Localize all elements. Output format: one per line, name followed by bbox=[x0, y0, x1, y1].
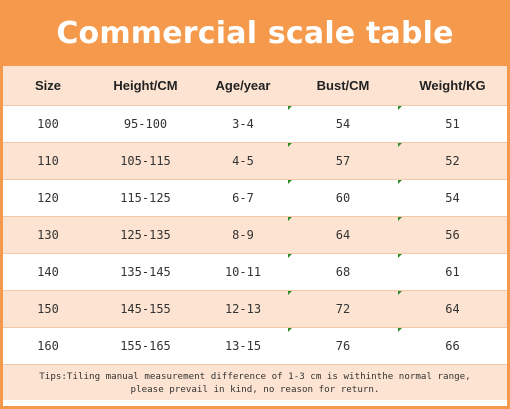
weight-cell: 66 bbox=[398, 328, 507, 364]
weight-cell: 54 bbox=[398, 180, 507, 216]
table-row: 150 145-155 12-13 72 64 bbox=[3, 291, 507, 328]
table-row: 140 135-145 10-11 68 61 bbox=[3, 254, 507, 291]
age-cell: 12-13 bbox=[224, 302, 262, 316]
title-banner: Commercial scale table bbox=[3, 0, 507, 66]
bust-cell: 57 bbox=[288, 143, 398, 179]
tips-note: Tips:Tiling manual measurement differenc… bbox=[3, 365, 507, 400]
column-header-weight: Weight/KG bbox=[419, 78, 486, 93]
column-header-age: Age/year bbox=[215, 78, 271, 93]
weight-cell: 61 bbox=[398, 254, 507, 290]
age-cell: 4-5 bbox=[232, 154, 254, 168]
table-row: 160 155-165 13-15 76 66 bbox=[3, 328, 507, 365]
size-cell: 130 bbox=[37, 228, 59, 242]
column-header-bust: Bust/CM bbox=[316, 78, 370, 93]
table-row: 130 125-135 8-9 64 56 bbox=[3, 217, 507, 254]
age-cell: 8-9 bbox=[232, 228, 254, 242]
table-row: 110 105-115 4-5 57 52 bbox=[3, 143, 507, 180]
age-cell: 10-11 bbox=[224, 265, 262, 279]
table-row: 120 115-125 6-7 60 54 bbox=[3, 180, 507, 217]
size-cell: 150 bbox=[37, 302, 59, 316]
size-cell: 160 bbox=[37, 339, 59, 353]
weight-cell: 64 bbox=[398, 291, 507, 327]
height-cell: 145-155 bbox=[120, 302, 171, 316]
size-cell: 110 bbox=[37, 154, 59, 168]
age-cell: 13-15 bbox=[224, 339, 262, 353]
bust-cell: 72 bbox=[288, 291, 398, 327]
page-title: Commercial scale table bbox=[56, 15, 454, 51]
weight-cell: 56 bbox=[398, 217, 507, 253]
tips-line: Tips:Tiling manual measurement differenc… bbox=[39, 370, 471, 382]
weight-cell: 51 bbox=[398, 106, 507, 142]
size-cell: 140 bbox=[37, 265, 59, 279]
bust-cell: 60 bbox=[288, 180, 398, 216]
column-header-size: Size bbox=[34, 78, 61, 93]
height-cell: 95-100 bbox=[123, 117, 168, 131]
tips-line: please prevail in kind, no reason for re… bbox=[130, 383, 380, 395]
bust-cell: 76 bbox=[288, 328, 398, 364]
table-header-row: Size Height/CM Age/year Bust/CM Weight/K… bbox=[3, 66, 507, 106]
size-table: Size Height/CM Age/year Bust/CM Weight/K… bbox=[3, 66, 507, 365]
height-cell: 135-145 bbox=[120, 265, 171, 279]
height-cell: 115-125 bbox=[120, 191, 171, 205]
bust-cell: 64 bbox=[288, 217, 398, 253]
size-cell: 120 bbox=[37, 191, 59, 205]
bust-cell: 68 bbox=[288, 254, 398, 290]
table-row: 100 95-100 3-4 54 51 bbox=[3, 106, 507, 143]
size-cell: 100 bbox=[37, 117, 59, 131]
weight-cell: 52 bbox=[398, 143, 507, 179]
age-cell: 3-4 bbox=[232, 117, 254, 131]
bust-cell: 54 bbox=[288, 106, 398, 142]
height-cell: 155-165 bbox=[120, 339, 171, 353]
column-header-height: Height/CM bbox=[113, 78, 178, 93]
height-cell: 105-115 bbox=[120, 154, 171, 168]
age-cell: 6-7 bbox=[232, 191, 254, 205]
height-cell: 125-135 bbox=[120, 228, 171, 242]
